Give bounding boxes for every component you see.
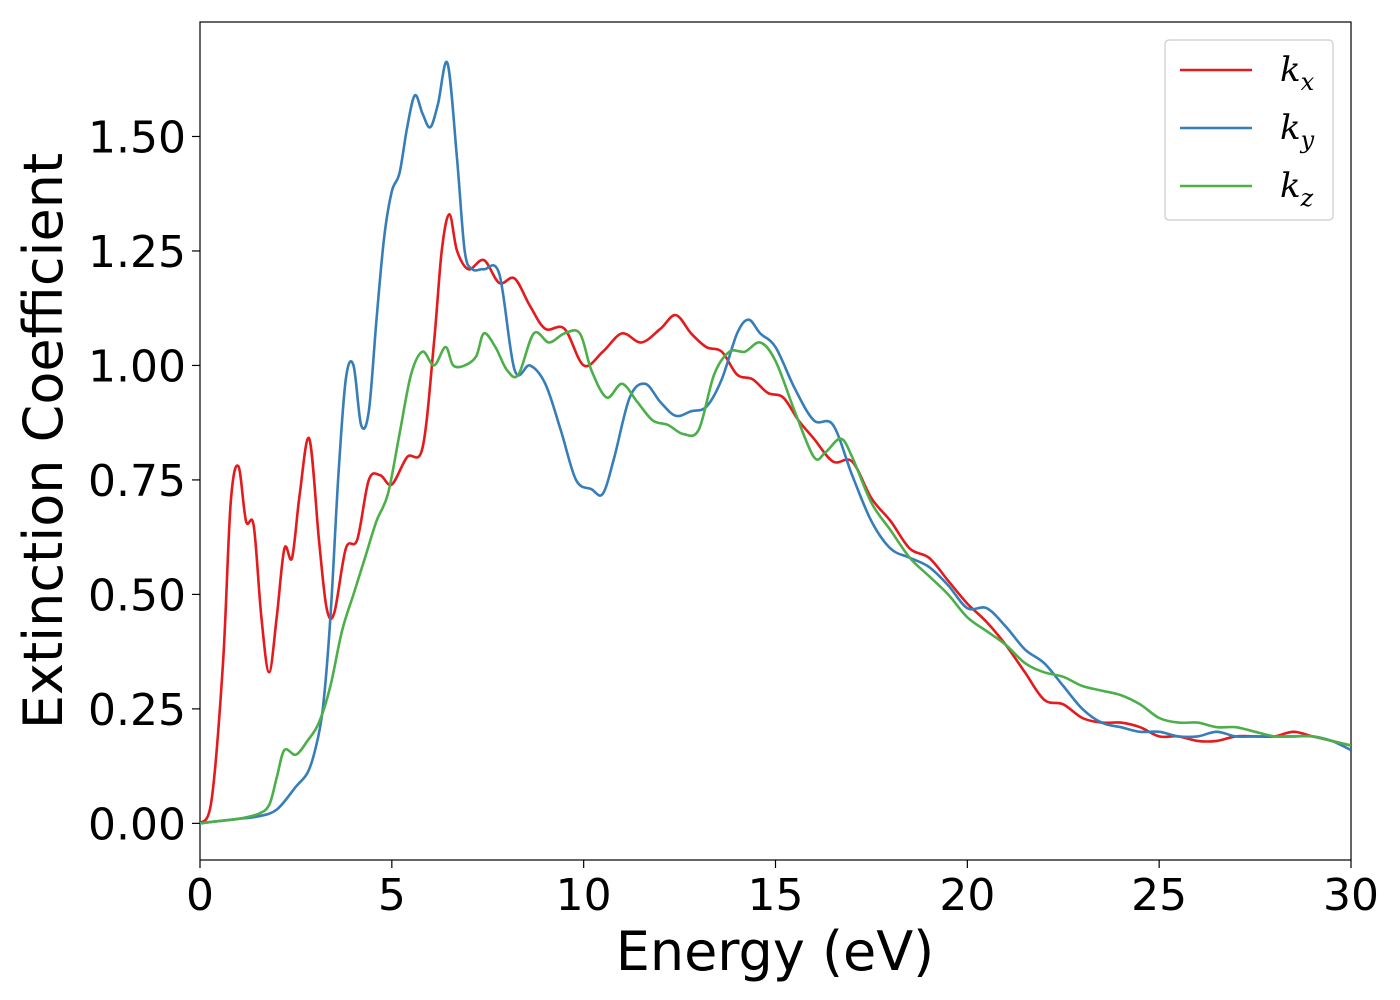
legend-box — [1164, 39, 1334, 221]
x-axis-ticks: 0 5 10 15 20 25 30 — [186, 860, 1379, 921]
y-tick-label: 1.50 — [88, 112, 186, 163]
x-tick-label: 0 — [186, 870, 214, 921]
y-tick-label: 1.00 — [88, 341, 186, 392]
series-line-kx — [200, 213, 1351, 825]
legend: kx ky kz — [1164, 39, 1334, 221]
x-tick-label: 20 — [939, 870, 995, 921]
series-line-kz — [200, 329, 1351, 825]
x-tick-label: 15 — [748, 870, 804, 921]
y-axis-title: Extinction Coefficient — [12, 153, 75, 729]
x-tick-label: 25 — [1131, 870, 1187, 921]
series-line-ky — [200, 60, 1351, 825]
x-tick-label: 5 — [378, 870, 406, 921]
y-tick-label: 0.25 — [88, 685, 186, 736]
y-tick-label: 0.50 — [88, 570, 186, 621]
y-tick-label: 0.00 — [88, 799, 186, 850]
x-tick-label: 30 — [1323, 870, 1379, 921]
legend-label-kz: kz — [1280, 166, 1314, 212]
legend-label-kx: kx — [1280, 50, 1315, 96]
series-layer — [200, 60, 1351, 825]
y-tick-label: 0.75 — [88, 456, 186, 507]
x-axis-title: Energy (eV) — [616, 920, 935, 983]
y-tick-label: 1.25 — [88, 227, 186, 278]
legend-label-ky: ky — [1280, 108, 1315, 154]
y-axis-ticks: 0.00 0.25 0.50 0.75 1.00 1.25 1.50 — [88, 112, 200, 850]
x-tick-label: 10 — [556, 870, 612, 921]
